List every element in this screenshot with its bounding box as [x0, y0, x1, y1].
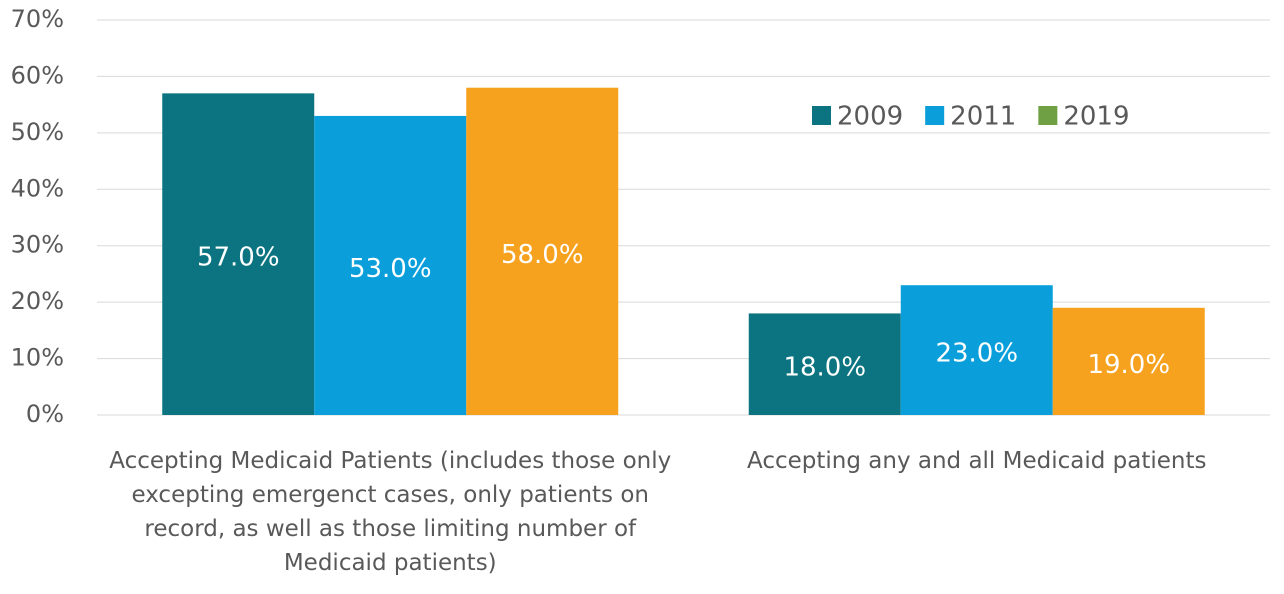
x-tick-label: Accepting any and all Medicaid patients: [747, 448, 1207, 474]
y-tick-label: 10%: [11, 344, 64, 372]
legend-swatch: [925, 106, 945, 125]
data-label: 58.0%: [501, 240, 584, 270]
y-tick-label: 60%: [11, 61, 64, 89]
legend-swatch: [1038, 106, 1058, 125]
data-label: 19.0%: [1087, 350, 1170, 380]
y-tick-label: 40%: [11, 174, 64, 202]
y-tick-label: 50%: [11, 118, 64, 146]
data-label: 18.0%: [783, 353, 866, 383]
y-tick-label: 70%: [11, 5, 64, 33]
x-tick-label: Accepting Medicaid Patients (includes th…: [109, 448, 672, 576]
legend-swatch: [812, 106, 831, 125]
legend-label: 2009: [837, 102, 903, 132]
data-label: 57.0%: [197, 243, 280, 273]
y-tick-label: 20%: [11, 287, 64, 315]
data-label: 23.0%: [935, 339, 1018, 369]
bar: [748, 313, 901, 415]
bar: [1052, 307, 1205, 415]
legend-label: 2019: [1063, 102, 1129, 132]
bar: [900, 285, 1053, 415]
y-tick-label: 30%: [11, 231, 64, 259]
bar: [466, 87, 619, 415]
y-tick-label: 0%: [26, 400, 64, 428]
data-label: 53.0%: [349, 254, 432, 284]
bar: [162, 93, 315, 415]
bar: [314, 115, 467, 415]
legend-label: 2011: [950, 102, 1016, 132]
